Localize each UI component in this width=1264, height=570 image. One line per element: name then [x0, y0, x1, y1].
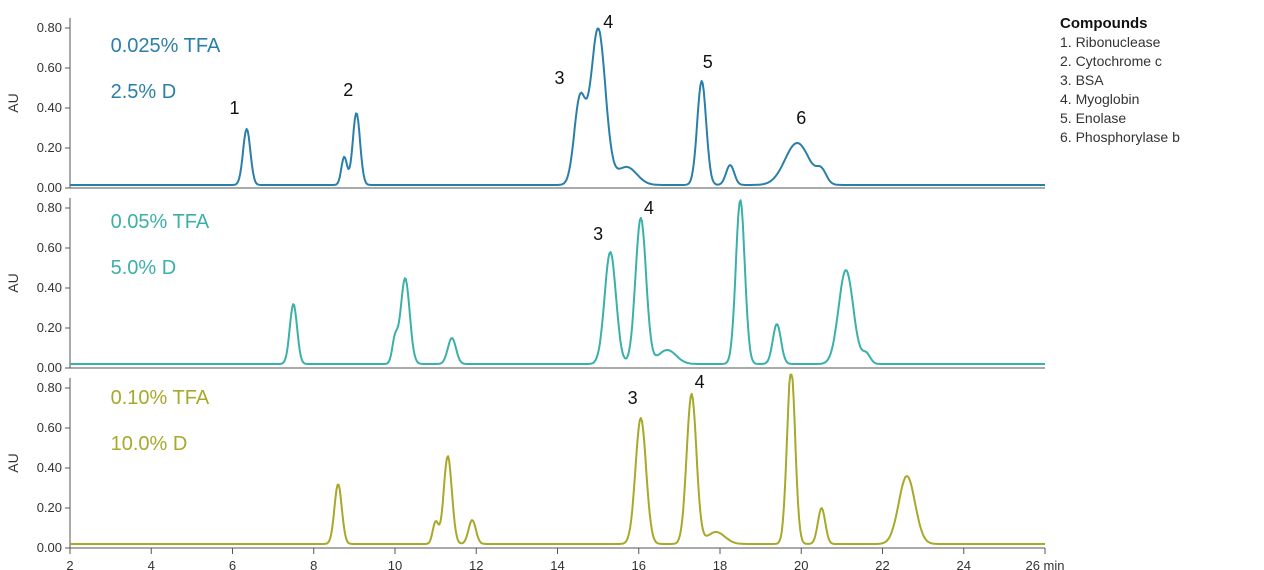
y-tick-label: 0.80: [37, 380, 62, 395]
x-tick-label: 14: [550, 558, 564, 570]
peak-label: 4: [603, 12, 613, 32]
peak-label: 3: [593, 224, 603, 244]
peak-label: 1: [230, 98, 240, 118]
y-tick-label: 0.60: [37, 60, 62, 75]
x-tick-label: 2: [66, 558, 73, 570]
panel-2: 0.00 0.20 0.40 0.60 0.80 AU 0.10% TFA 10.0% D 3 4: [5, 372, 1045, 555]
peak-label: 2: [343, 80, 353, 100]
x-tick-label: 24: [957, 558, 971, 570]
chromatogram-trace: [70, 200, 1045, 364]
condition-label-d: 2.5% D: [111, 81, 177, 103]
panel-0: 0.00 0.20 0.40 0.60 0.80 AU 0.025% TFA 2.5% D 1 2…: [5, 12, 1045, 195]
y-axis-label: AU: [5, 93, 21, 112]
condition-label-tfa: 0.025% TFA: [111, 35, 221, 57]
x-tick-label: 18: [713, 558, 727, 570]
y-tick-label: 0.20: [37, 140, 62, 155]
y-tick-label: 0.00: [37, 180, 62, 195]
x-tick-label: 26 min: [1025, 558, 1064, 570]
y-tick-label: 0.60: [37, 240, 62, 255]
legend-item: 1. Ribonuclease: [1060, 34, 1161, 50]
condition-label-d: 10.0% D: [111, 433, 188, 455]
x-tick-label: 20: [794, 558, 808, 570]
legend-item: 2. Cytochrome c: [1060, 53, 1162, 69]
y-tick-label: 0.40: [37, 460, 62, 475]
y-tick-label: 0.80: [37, 200, 62, 215]
peak-label: 5: [703, 52, 713, 72]
legend-item: 4. Myoglobin: [1060, 91, 1139, 107]
peak-label: 4: [644, 198, 654, 218]
y-tick-label: 0.20: [37, 500, 62, 515]
peak-label: 3: [628, 388, 638, 408]
x-tick-label: 12: [469, 558, 483, 570]
y-tick-label: 0.40: [37, 280, 62, 295]
peak-label: 4: [695, 372, 705, 392]
x-tick-label: 6: [229, 558, 236, 570]
y-tick-label: 0.00: [37, 540, 62, 555]
x-tick-label: 22: [875, 558, 889, 570]
legend-item: 3. BSA: [1060, 72, 1104, 88]
x-tick-label: 10: [388, 558, 402, 570]
legend-item: 5. Enolase: [1060, 110, 1126, 126]
peak-label: 6: [796, 108, 806, 128]
y-tick-label: 0.80: [37, 20, 62, 35]
peak-label: 3: [555, 68, 565, 88]
chromatogram-trace: [70, 375, 1045, 544]
y-axis-label: AU: [5, 273, 21, 292]
compounds-legend: Compounds 1. Ribonuclease 2. Cytochrome c 3…: [1060, 15, 1180, 145]
legend-title: Compounds: [1060, 15, 1148, 32]
x-tick-label: 4: [148, 558, 155, 570]
legend-item: 6. Phosphorylase b: [1060, 129, 1180, 145]
condition-label-tfa: 0.10% TFA: [111, 387, 210, 409]
condition-label-d: 5.0% D: [111, 257, 177, 279]
x-tick-label: 16: [632, 558, 646, 570]
condition-label-tfa: 0.05% TFA: [111, 211, 210, 233]
chart-svg: 0.000.200.400.600.80AU0.025% TFA2.5% D12…: [0, 0, 1264, 570]
y-tick-label: 0.00: [37, 360, 62, 375]
panel-1: 0.00 0.20 0.40 0.60 0.80 AU 0.05% TFA 5.0% D 3 4: [5, 198, 1045, 375]
y-tick-label: 0.60: [37, 420, 62, 435]
x-tick-label: 8: [310, 558, 317, 570]
y-tick-label: 0.40: [37, 100, 62, 115]
chromatogram-stack: 0.000.200.400.600.80AU0.025% TFA2.5% D12…: [0, 0, 1264, 570]
y-axis-label: AU: [5, 453, 21, 472]
y-tick-label: 0.20: [37, 320, 62, 335]
